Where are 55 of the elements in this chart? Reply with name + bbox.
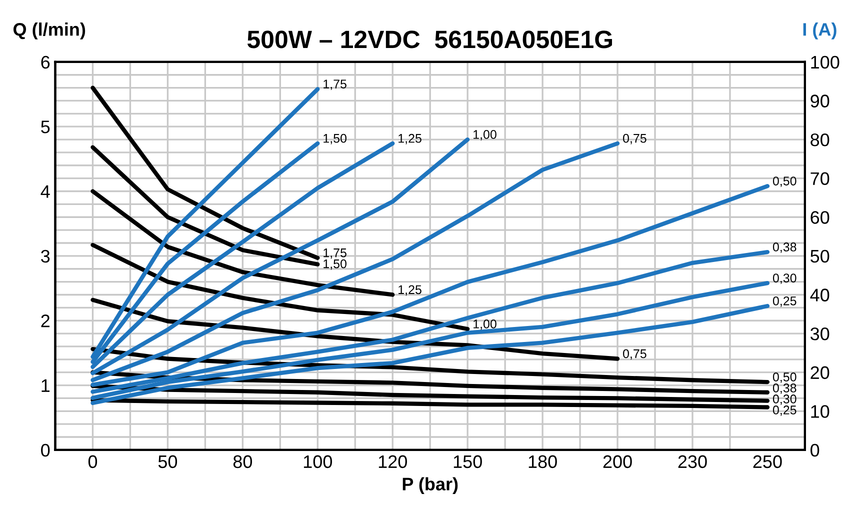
y2-tick-label: 70 (810, 172, 830, 186)
x-tick-label: 50 (158, 455, 178, 468)
x-tick-label: 180 (528, 455, 557, 468)
line-series (90, 86, 320, 260)
y2-tick-label: 40 (810, 288, 830, 302)
series-label: 0,38 (772, 384, 796, 394)
series-label: 1,25 (398, 134, 422, 144)
x-tick-label: 80 (233, 455, 252, 468)
series-label: 1,50 (324, 134, 346, 144)
y2-tick-label: 80 (810, 133, 830, 146)
x-tick-label: 150 (454, 455, 482, 468)
x-tick-label: 100 (304, 455, 332, 468)
series-label: 0,25 (772, 406, 796, 416)
chart-title: 500W – 12VDC 56150A050E1G (247, 30, 612, 48)
line-series (90, 398, 770, 410)
y2-tick-label: 30 (810, 327, 830, 340)
series-label: 0,38 (772, 242, 796, 253)
x-tick-label: 230 (678, 455, 707, 468)
series-label: 1,75 (324, 248, 346, 259)
x-tick-label: 200 (603, 455, 632, 468)
series-label: 0,25 (772, 296, 796, 307)
series-label: 0,30 (772, 274, 796, 284)
y2-tick-label: 10 (811, 405, 830, 418)
y2-tick-label: 60 (810, 211, 830, 224)
y-tick-label: 2 (41, 314, 50, 328)
y-tick-label: 0 (41, 444, 50, 457)
line-series (90, 189, 395, 297)
series-label: 1,75 (324, 80, 346, 90)
series-label: 0,30 (772, 394, 796, 405)
x-axis-title: P (bar) (402, 477, 458, 494)
x-tick-label: 120 (378, 455, 407, 468)
y-axis-title: Q (l/min) (13, 22, 86, 40)
series-label: 1,00 (474, 130, 496, 140)
y2-tick-label: 20 (810, 366, 830, 380)
y2-tick-label: 100 (811, 56, 840, 69)
line-series (90, 145, 320, 266)
y2-axis-title: I (A) (803, 22, 836, 40)
series-label: 1,25 (398, 285, 422, 296)
series-label: 1,50 (324, 259, 346, 270)
y-tick-label: 4 (40, 185, 50, 198)
y-tick-label: 6 (41, 56, 50, 69)
series-label: 0,75 (623, 349, 646, 360)
y2-tick-label: 0 (810, 444, 820, 457)
series-label: 0,75 (623, 134, 646, 144)
y2-tick-label: 50 (810, 250, 830, 263)
series-label: 1,00 (474, 320, 496, 330)
y2-tick-label: 90 (810, 94, 830, 108)
y-tick-label: 5 (41, 120, 50, 134)
series-label: 0,50 (772, 176, 796, 187)
y-tick-label: 1 (42, 379, 50, 392)
line-series (90, 384, 770, 403)
x-tick-label: 0 (88, 455, 98, 468)
x-tick-label: 250 (753, 455, 782, 468)
y-tick-label: 3 (41, 250, 50, 263)
series-label: 0,50 (772, 372, 796, 383)
